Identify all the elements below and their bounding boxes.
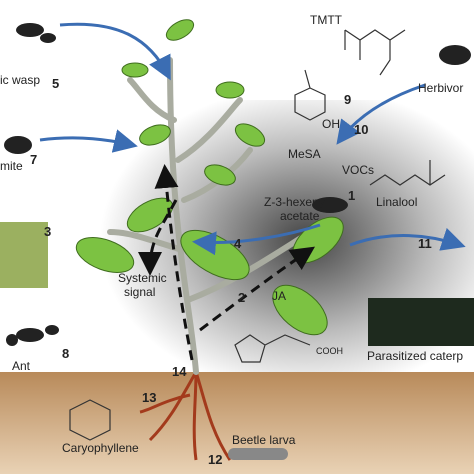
label: OH: [322, 117, 340, 131]
step: 14: [172, 364, 187, 379]
step: 9: [344, 92, 351, 107]
label: ic wasp: [0, 73, 40, 87]
label: VOCs: [342, 163, 374, 177]
step: 13: [142, 390, 156, 405]
step: 1: [348, 188, 355, 203]
label: Systemic: [118, 271, 167, 285]
label: acetate: [280, 209, 320, 223]
label: Linalool: [376, 195, 417, 209]
label: signal: [124, 285, 155, 299]
label: JA: [272, 289, 286, 303]
molecules: [69, 29, 446, 441]
label: mite: [0, 159, 23, 173]
step: 11: [418, 236, 432, 251]
label: TMTT: [310, 13, 343, 27]
step: 4: [234, 236, 242, 251]
step: 10: [354, 122, 368, 137]
label: Ant: [12, 359, 31, 373]
interaction-arrows: [39, 22, 466, 256]
label: Parasitized caterp: [367, 349, 463, 363]
step: 7: [30, 152, 37, 167]
labels: ic wasp TMTT Herbivor MeSA OH VOCs mite …: [0, 13, 463, 455]
label: Z-3-hexenyl: [264, 195, 327, 209]
label: Beetle larva: [232, 433, 296, 447]
organisms: [0, 23, 474, 460]
step: 8: [62, 346, 69, 361]
step: 2: [238, 290, 245, 305]
label: MeSA: [288, 147, 321, 161]
step: 3: [44, 224, 51, 239]
label: Caryophyllene: [62, 441, 139, 455]
step: 5: [52, 76, 59, 91]
roots: [139, 371, 232, 461]
step-numbers: 1 2 3 4 5 7 8 9 10 11 12 13 14: [30, 76, 432, 467]
label: Herbivor: [418, 81, 463, 95]
step: 12: [208, 452, 222, 467]
label: COOH: [316, 346, 343, 356]
signal-arrows: [138, 164, 315, 361]
